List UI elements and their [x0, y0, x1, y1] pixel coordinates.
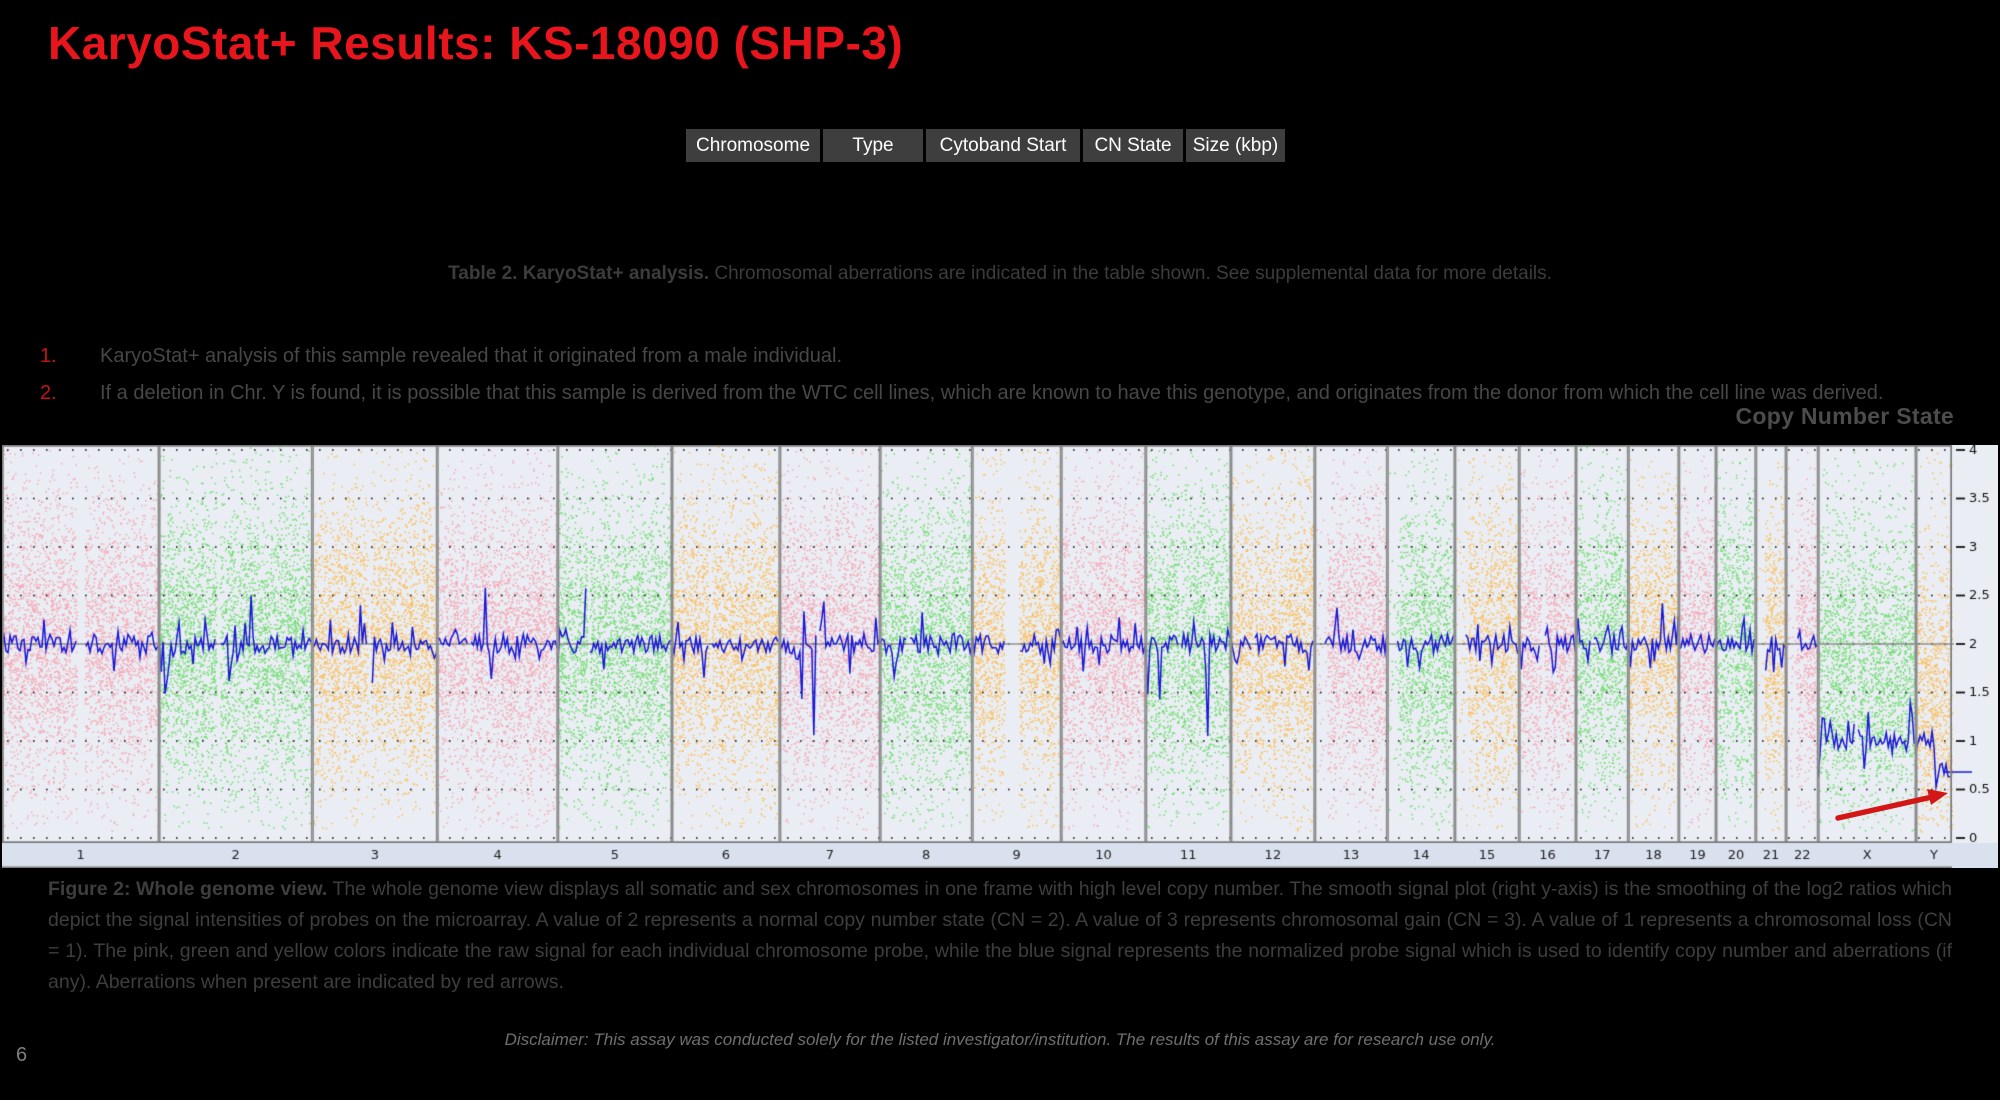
figure-caption: Figure 2: Whole genome view. The whole g…: [48, 874, 1952, 998]
table-caption-lead: Table 2. KaryoStat+ analysis.: [448, 263, 710, 284]
figure-caption-text: The whole genome view displays all somat…: [48, 878, 1952, 993]
figure-caption-lead: Figure 2: Whole genome view.: [48, 878, 328, 900]
table-header-cell-cytoband-start: Cytoband Start: [926, 129, 1080, 162]
whole-genome-plot: [2, 445, 1998, 868]
table-header-cell-type: Type: [823, 129, 923, 162]
table-caption-text: Chromosomal aberrations are indicated in…: [709, 263, 1552, 284]
table-header-cell-cn-state: CN State: [1083, 129, 1183, 162]
table-header-cell-size-kbp-: Size (kbp): [1186, 129, 1285, 162]
aberration-table-header-row: Chromosome Type Cytoband Start CN State Size…: [686, 129, 1285, 162]
page-title: KaryoStat+ Results: KS-18090 (SHP-3): [48, 17, 904, 69]
note-text: If a deletion in Chr. Y is found, it is …: [100, 382, 1884, 404]
note-number: 1.: [40, 345, 57, 367]
disclaimer-text: Disclaimer: This assay was conducted sol…: [504, 1030, 1496, 1049]
aberration-arrow-icon: [1835, 789, 1948, 821]
copy-number-state-label: Copy Number State: [1735, 403, 1954, 429]
note-item-1: 1. KaryoStat+ analysis of this sample rev…: [40, 338, 1920, 375]
table-header-cell-chromosome: Chromosome: [686, 129, 820, 162]
table-caption: Table 2. KaryoStat+ analysis. Chromosoma…: [0, 263, 2000, 285]
notes-list: 1. KaryoStat+ analysis of this sample rev…: [40, 338, 1920, 412]
note-text: KaryoStat+ analysis of this sample revea…: [100, 345, 843, 367]
note-number: 2.: [40, 382, 57, 404]
note-item-2: 2. If a deletion in Chr. Y is found, it i…: [40, 375, 1920, 412]
page-number: 6: [16, 1044, 28, 1066]
whole-genome-plot-canvas: [2, 445, 1998, 868]
